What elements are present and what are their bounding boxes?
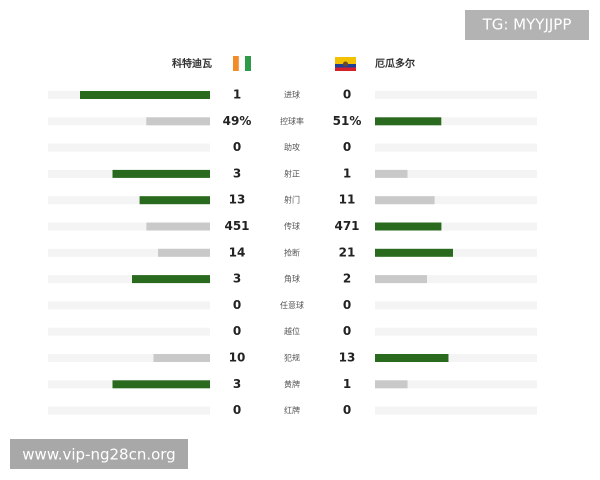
away-value: 0 [343, 298, 351, 312]
away-bar [375, 222, 442, 231]
away-value: 0 [343, 403, 351, 417]
stat-label: 黄牌 [284, 379, 300, 389]
away-bar [375, 248, 453, 257]
watermark-box [465, 10, 589, 40]
stat-label: 助攻 [284, 142, 300, 152]
away-value: 471 [334, 219, 359, 233]
away-value: 1 [343, 166, 351, 180]
home-value: 3 [233, 166, 241, 180]
home-value: 3 [233, 272, 241, 286]
home-bar [139, 196, 210, 205]
home-bar [132, 275, 210, 284]
home-value: 451 [224, 219, 249, 233]
home-value: 3 [233, 377, 241, 391]
away-track [375, 222, 537, 231]
stat-label: 犯规 [284, 353, 300, 363]
away-value: 11 [339, 193, 356, 207]
away-track [375, 143, 537, 152]
away-track [375, 91, 537, 99]
away-track [375, 117, 537, 126]
away-value: 21 [339, 245, 356, 259]
stat-label: 任意球 [280, 300, 304, 310]
away-track [375, 327, 537, 336]
home-track [48, 327, 210, 336]
home-track [48, 248, 210, 257]
home-bar [112, 169, 210, 178]
stat-label: 射正 [284, 168, 300, 178]
away-bar [375, 169, 408, 178]
away-value: 13 [339, 351, 356, 365]
home-value: 0 [233, 324, 241, 338]
away-track [375, 301, 537, 310]
home-track [48, 196, 210, 205]
away-value: 51% [333, 114, 362, 128]
away-value: 0 [343, 88, 351, 102]
home-value: 10 [229, 351, 246, 365]
home-track [48, 222, 210, 231]
home-track [48, 275, 210, 284]
watermark-top: TG: MYYJJPP [482, 16, 572, 34]
away-value: 0 [343, 324, 351, 338]
home-track [48, 301, 210, 310]
home-bar [146, 222, 210, 231]
home-bar [153, 354, 210, 362]
home-bar [158, 248, 210, 257]
stat-label: 控球率 [280, 116, 304, 126]
stat-label: 传球 [284, 221, 300, 231]
stat-label: 抢断 [284, 247, 300, 257]
away-track [375, 275, 537, 284]
home-bar [146, 117, 210, 126]
home-track [48, 117, 210, 126]
stat-label: 射门 [284, 195, 300, 205]
stat-label: 红牌 [284, 405, 300, 415]
away-bar [375, 117, 442, 126]
away-track [375, 380, 537, 389]
home-value: 13 [229, 193, 246, 207]
away-track [375, 354, 537, 362]
away-track [375, 196, 537, 205]
watermark-box [10, 439, 188, 469]
home-bar [80, 91, 210, 99]
home-value: 14 [229, 245, 246, 259]
stat-label: 角球 [284, 274, 300, 284]
stat-label: 越位 [284, 326, 300, 336]
stat-label: 进球 [284, 90, 300, 100]
away-bar [375, 275, 427, 284]
home-value: 0 [233, 298, 241, 312]
away-value: 0 [343, 140, 351, 154]
home-bar [112, 380, 210, 389]
away-bar [375, 354, 449, 362]
home-flag [233, 55, 251, 72]
away-team: 厄瓜多尔 [375, 57, 415, 70]
away-value: 1 [343, 377, 351, 391]
home-value: 49% [223, 114, 252, 128]
home-track [48, 354, 210, 362]
home-value: 1 [233, 88, 241, 102]
away-track [375, 248, 537, 257]
home-team: 科特迪瓦 [172, 57, 212, 70]
home-track [48, 406, 210, 415]
away-track [375, 169, 537, 178]
home-track [48, 143, 210, 152]
away-value: 2 [343, 272, 351, 286]
watermark-bottom: www.vip-ng28cn.org [22, 446, 175, 464]
home-value: 0 [233, 403, 241, 417]
away-flag [335, 57, 356, 71]
away-track [375, 406, 537, 415]
home-value: 0 [233, 140, 241, 154]
away-bar [375, 380, 408, 389]
away-bar [375, 196, 435, 205]
